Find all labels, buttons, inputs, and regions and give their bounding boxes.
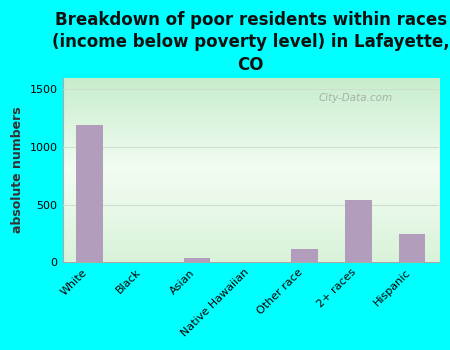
- Text: City-Data.com: City-Data.com: [319, 93, 392, 103]
- Bar: [184, 258, 211, 262]
- Bar: [345, 199, 372, 262]
- Title: Breakdown of poor residents within races
(income below poverty level) in Lafayet: Breakdown of poor residents within races…: [52, 11, 450, 74]
- Bar: [76, 125, 103, 262]
- Bar: [291, 249, 318, 262]
- Y-axis label: absolute numbers: absolute numbers: [11, 107, 24, 233]
- Bar: [399, 233, 425, 262]
